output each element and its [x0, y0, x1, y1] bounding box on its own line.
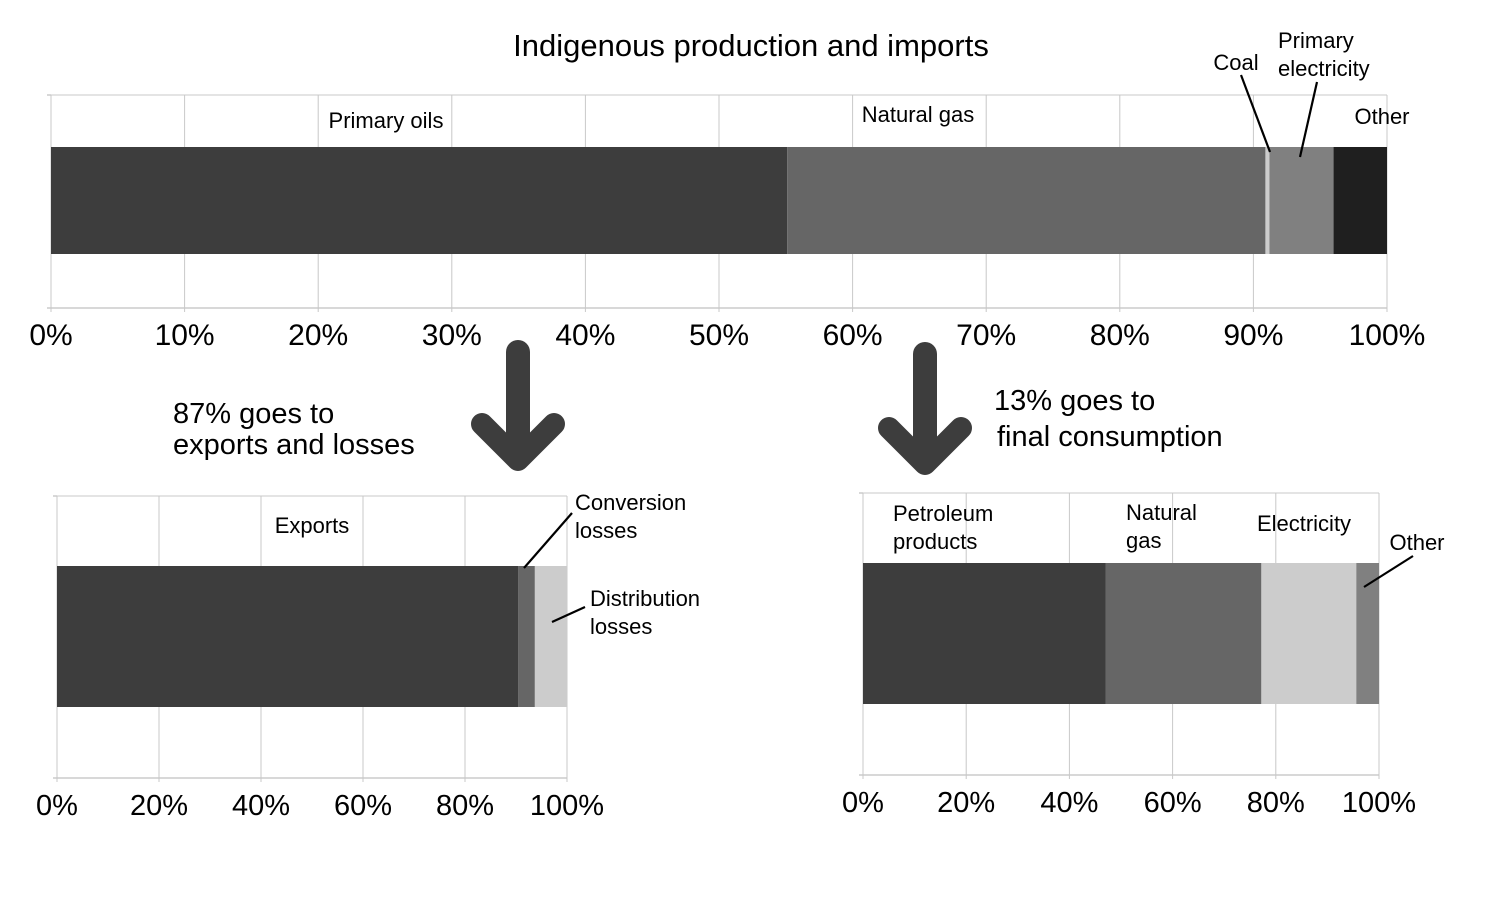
x-tick-label: 0% — [29, 319, 72, 352]
x-tick-label: 20% — [288, 319, 348, 352]
bar-segment-primary-electricity — [1269, 147, 1334, 254]
x-tick-label: 0% — [36, 790, 78, 822]
final-consumption-note: 13% goes to final consumption — [994, 385, 1223, 453]
arrow-to-final-consumption — [878, 342, 972, 475]
x-tick-label: 50% — [689, 319, 749, 352]
x-tick-label: 100% — [530, 790, 604, 822]
x-tick-label: 10% — [155, 319, 215, 352]
x-tick-label: 100% — [1342, 787, 1416, 819]
label-other: Other — [1354, 104, 1409, 129]
x-tick-label: 40% — [232, 790, 290, 822]
label-natural-gas-final: Natural gas — [1126, 500, 1203, 553]
x-tick-label: 60% — [1144, 787, 1202, 819]
x-tick-label: 40% — [1040, 787, 1098, 819]
bar-segment-electricity — [1261, 563, 1357, 704]
other-final-leader-line — [1363, 555, 1414, 588]
x-tick-label: 80% — [1247, 787, 1305, 819]
label-distribution-losses: Distribution losses — [590, 586, 706, 639]
bar-segment-other — [1333, 147, 1387, 254]
x-tick-label: 70% — [956, 319, 1016, 352]
label-electricity: Electricity — [1257, 511, 1351, 536]
chart-title: Indigenous production and imports — [513, 28, 989, 63]
label-petroleum-products: Petroleum products — [893, 501, 999, 554]
x-tick-label: 60% — [334, 790, 392, 822]
arrow-to-exports — [471, 340, 565, 471]
bar-segment-natural-gas — [1105, 563, 1262, 704]
final-consumption-chart: 13% goes to final consumption 0% 20% 40% 60… — [842, 385, 1444, 819]
x-tick-label: 20% — [130, 790, 188, 822]
bar-segment-conversion-losses — [518, 566, 535, 707]
exports-note: 87% goes to exports and losses — [173, 398, 415, 461]
x-tick-label: 30% — [422, 319, 482, 352]
bar-segment-coal — [1265, 147, 1270, 254]
x-tick-label: 0% — [842, 787, 884, 819]
x-tick-label: 90% — [1223, 319, 1283, 352]
bar-segment-petroleum-products — [863, 563, 1106, 704]
primary-electricity-leader-line — [1298, 81, 1319, 158]
label-conversion-losses: Conversion losses — [575, 490, 692, 543]
label-primary-oils: Primary oils — [329, 108, 444, 133]
distribution-losses-leader-line — [551, 605, 586, 624]
exports-losses-chart: 87% goes to exports and losses 0% 20% 40% 6… — [36, 398, 706, 822]
label-coal: Coal — [1213, 50, 1258, 75]
bar-segment-other — [1356, 563, 1379, 704]
bar-segment-primary-oils — [51, 147, 788, 254]
bar-segment-exports — [57, 566, 519, 707]
bar-segment-distribution-losses — [534, 566, 567, 707]
label-exports: Exports — [275, 513, 350, 538]
conversion-losses-leader-line — [523, 512, 573, 569]
label-natural-gas: Natural gas — [862, 102, 975, 127]
x-tick-label: 80% — [436, 790, 494, 822]
label-other-final: Other — [1389, 530, 1444, 555]
x-tick-label: 40% — [555, 319, 615, 352]
x-tick-label: 60% — [823, 319, 883, 352]
coal-leader-line — [1239, 74, 1272, 153]
x-tick-label: 100% — [1349, 319, 1426, 352]
x-tick-label: 80% — [1090, 319, 1150, 352]
production-imports-chart: Indigenous production and imports 0% 10% 2… — [29, 28, 1425, 352]
x-tick-label: 20% — [937, 787, 995, 819]
bar-segment-natural-gas — [787, 147, 1266, 254]
label-primary-electricity: Primary electricity — [1278, 28, 1370, 81]
